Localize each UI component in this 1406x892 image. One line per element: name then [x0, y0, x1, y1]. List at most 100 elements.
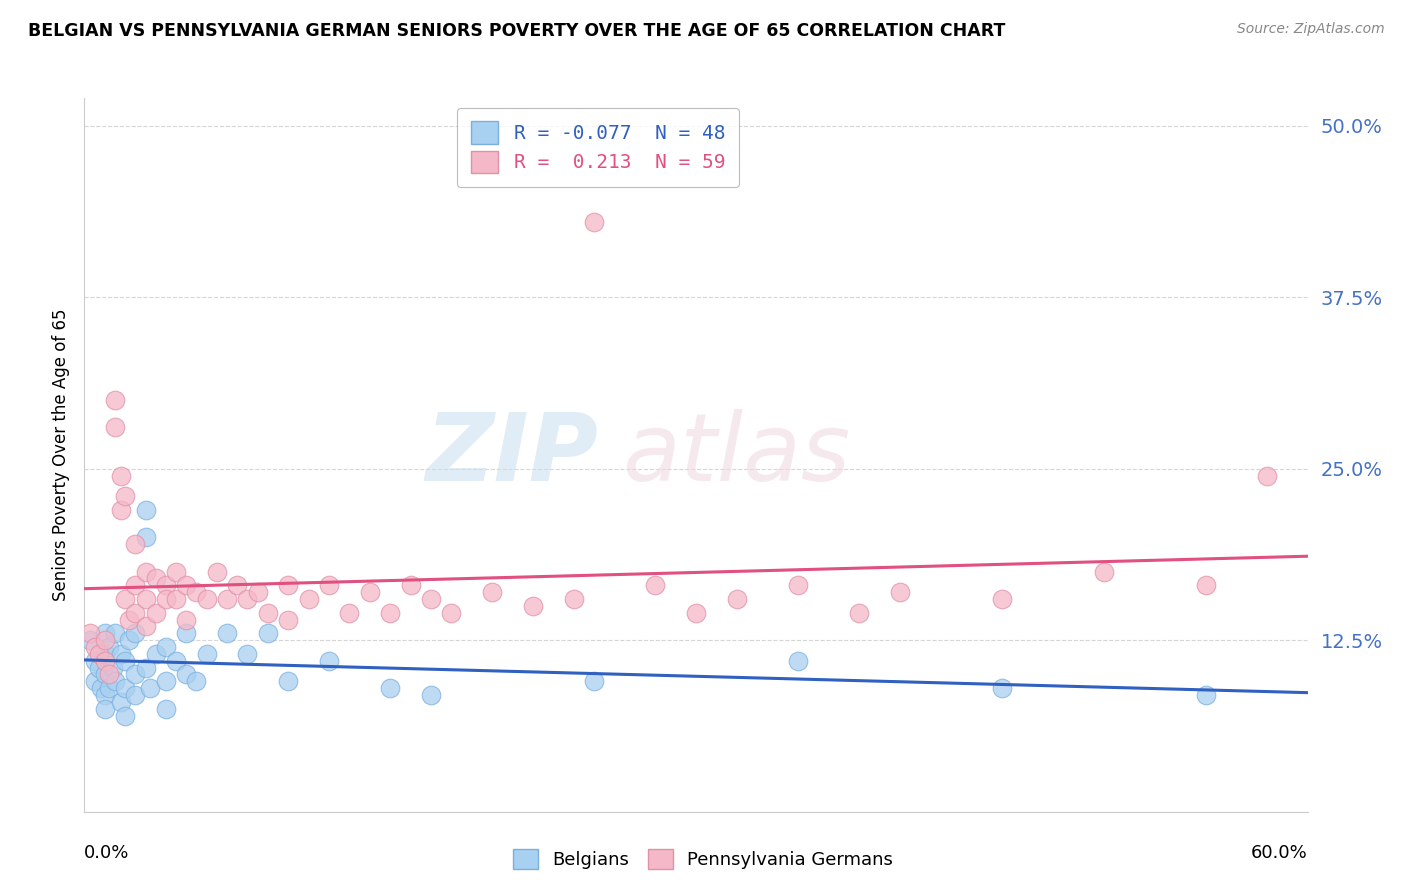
Point: [174, 613, 197, 627]
Point: [991, 592, 1014, 607]
Point: [135, 619, 157, 633]
Text: 0.0%: 0.0%: [84, 844, 129, 862]
Text: 60.0%: 60.0%: [1251, 844, 1308, 862]
Point: [236, 647, 259, 661]
Point: [318, 654, 340, 668]
Point: [399, 578, 422, 592]
Point: [787, 578, 810, 592]
Point: [236, 592, 259, 607]
Point: [124, 667, 146, 681]
Point: [114, 654, 136, 668]
Point: [420, 688, 443, 702]
Point: [135, 565, 157, 579]
Point: [991, 681, 1014, 696]
Point: [135, 503, 157, 517]
Point: [124, 537, 146, 551]
Point: [155, 578, 177, 592]
Point: [848, 606, 870, 620]
Point: [93, 654, 115, 668]
Point: [110, 503, 132, 517]
Point: [138, 681, 160, 696]
Point: [155, 592, 177, 607]
Point: [114, 489, 136, 503]
Point: [195, 592, 218, 607]
Point: [104, 392, 127, 407]
Point: [124, 688, 146, 702]
Point: [217, 592, 239, 607]
Point: [165, 592, 187, 607]
Point: [118, 633, 141, 648]
Point: [145, 571, 167, 585]
Point: [118, 613, 141, 627]
Point: [277, 578, 299, 592]
Point: [124, 626, 146, 640]
Legend: R = -0.077  N = 48, R =  0.213  N = 59: R = -0.077 N = 48, R = 0.213 N = 59: [457, 108, 740, 186]
Point: [155, 702, 177, 716]
Point: [359, 585, 381, 599]
Point: [104, 420, 127, 434]
Point: [79, 626, 101, 640]
Point: [787, 654, 810, 668]
Point: [420, 592, 443, 607]
Point: [97, 640, 120, 654]
Point: [277, 674, 299, 689]
Text: atlas: atlas: [623, 409, 851, 500]
Point: [145, 606, 167, 620]
Point: [104, 674, 127, 689]
Point: [582, 214, 605, 228]
Legend: Belgians, Pennsylvania Germans: Belgians, Pennsylvania Germans: [503, 839, 903, 879]
Point: [481, 585, 503, 599]
Point: [186, 674, 208, 689]
Point: [93, 667, 115, 681]
Point: [1195, 688, 1218, 702]
Point: [155, 640, 177, 654]
Point: [87, 660, 110, 674]
Point: [186, 585, 208, 599]
Point: [257, 626, 280, 640]
Point: [380, 681, 402, 696]
Point: [83, 654, 105, 668]
Point: [114, 681, 136, 696]
Text: BELGIAN VS PENNSYLVANIA GERMAN SENIORS POVERTY OVER THE AGE OF 65 CORRELATION CH: BELGIAN VS PENNSYLVANIA GERMAN SENIORS P…: [28, 22, 1005, 40]
Point: [97, 681, 120, 696]
Point: [174, 578, 197, 592]
Point: [93, 647, 115, 661]
Point: [644, 578, 666, 592]
Point: [110, 695, 132, 709]
Point: [93, 626, 115, 640]
Point: [339, 606, 360, 620]
Text: ZIP: ZIP: [425, 409, 598, 501]
Point: [1195, 578, 1218, 592]
Point: [318, 578, 340, 592]
Y-axis label: Seniors Poverty Over the Age of 65: Seniors Poverty Over the Age of 65: [52, 309, 70, 601]
Point: [97, 667, 120, 681]
Point: [174, 667, 197, 681]
Point: [257, 606, 280, 620]
Point: [195, 647, 218, 661]
Point: [83, 640, 105, 654]
Point: [277, 613, 299, 627]
Point: [217, 626, 239, 640]
Point: [685, 606, 707, 620]
Point: [582, 674, 605, 689]
Point: [135, 660, 157, 674]
Point: [165, 654, 187, 668]
Point: [725, 592, 748, 607]
Point: [889, 585, 911, 599]
Point: [562, 592, 585, 607]
Point: [93, 702, 115, 716]
Text: Source: ZipAtlas.com: Source: ZipAtlas.com: [1237, 22, 1385, 37]
Point: [87, 647, 110, 661]
Point: [298, 592, 321, 607]
Point: [205, 565, 228, 579]
Point: [110, 468, 132, 483]
Point: [440, 606, 463, 620]
Point: [135, 530, 157, 544]
Point: [380, 606, 402, 620]
Point: [145, 647, 167, 661]
Point: [93, 688, 115, 702]
Point: [226, 578, 249, 592]
Point: [114, 708, 136, 723]
Point: [101, 660, 124, 674]
Point: [104, 626, 127, 640]
